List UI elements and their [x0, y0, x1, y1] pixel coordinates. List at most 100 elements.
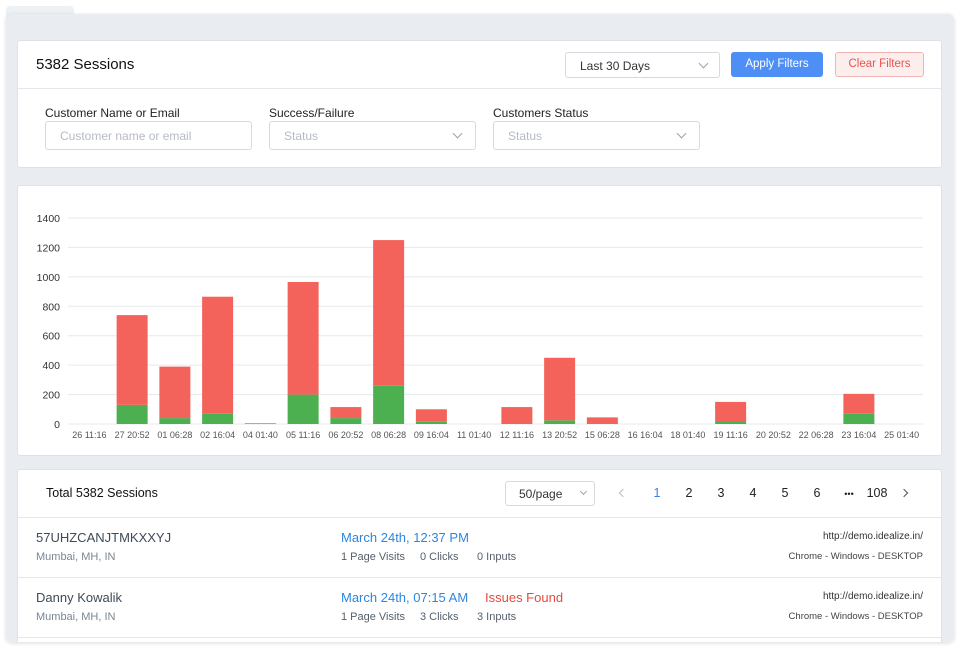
customer-field-label: Customer Name or Email: [45, 106, 180, 120]
session-date-link[interactable]: March 24th, 07:15 AM: [341, 590, 469, 605]
customer-status-label: Customers Status: [493, 106, 589, 120]
chart-bar: [159, 366, 191, 419]
x-tick-label: 16 16:04: [628, 430, 663, 440]
clear-filters-button[interactable]: Clear Filters: [835, 52, 924, 77]
page-6-button[interactable]: 6: [813, 486, 821, 500]
x-tick-label: 01 06:28: [157, 430, 192, 440]
next-page-icon[interactable]: [899, 488, 909, 498]
filters-card: 5382 Sessions Last 30 Days Apply Filters…: [17, 40, 942, 168]
chart-bar: [843, 393, 875, 414]
page-last-button[interactable]: 108: [866, 486, 888, 500]
chart-bar: [843, 413, 875, 424]
x-tick-label: 26 11:16: [72, 430, 106, 440]
apply-filters-button[interactable]: Apply Filters: [731, 52, 823, 77]
x-tick-label: 13 20:52: [542, 430, 577, 440]
y-tick-label: 600: [42, 331, 60, 343]
per-page-value: 50/page: [519, 487, 563, 501]
chart-bar: [501, 407, 533, 424]
chart-bar: [586, 417, 618, 424]
session-clicks: 0 Clicks: [420, 551, 459, 563]
chart-bar: [330, 407, 362, 419]
page-3-button[interactable]: 3: [717, 486, 725, 500]
chart-bar: [544, 420, 576, 424]
chevron-down-icon: [452, 128, 463, 139]
sessions-bar-chart: 0 200 400 600 800 1000 1200 1400 26 11:16 27 20:5…: [37, 213, 923, 440]
chart-bar: [116, 404, 148, 424]
chart-bar: [244, 423, 276, 424]
success-failure-label: Success/Failure: [269, 106, 355, 120]
customer-search-placeholder: Customer name or email: [60, 129, 192, 143]
chart-bar: [202, 296, 234, 414]
chart-bar: [373, 240, 405, 386]
chart-bar: [287, 394, 319, 424]
customer-status-select[interactable]: Status: [493, 121, 700, 150]
x-tick-label: 15 06:28: [585, 430, 620, 440]
session-customer-name: 57UHZCANJTMKXXYJ: [36, 530, 172, 545]
success-failure-select[interactable]: Status: [269, 121, 476, 150]
y-tick-label: 1000: [37, 272, 61, 284]
session-date-link[interactable]: March 24th, 12:37 PM: [341, 530, 469, 545]
x-tick-label: 27 20:52: [115, 430, 150, 440]
sessions-list-card: Total 5382 Sessions 50/page 1 2 3 4 5 6 …: [17, 469, 942, 642]
pagination: 1 2 3 4 5 6 ••• 108: [608, 470, 928, 518]
dashboard-frame: 5382 Sessions Last 30 Days Apply Filters…: [6, 14, 954, 642]
session-user-agent: Chrome - Windows - DESKTOP: [788, 611, 923, 622]
page-1-button[interactable]: 1: [653, 486, 661, 500]
x-tick-label: 05 11:16: [286, 430, 320, 440]
session-url: http://demo.idealize.in/: [822, 591, 923, 602]
chart-bar: [415, 409, 447, 422]
y-tick-label: 1400: [37, 213, 61, 225]
page-5-button[interactable]: 5: [781, 486, 789, 500]
per-page-select[interactable]: 50/page: [505, 481, 595, 506]
date-range-value: Last 30 Days: [580, 59, 651, 73]
chart-bar: [330, 418, 362, 424]
x-tick-label: 23 16:04: [841, 430, 876, 440]
issues-found-badge: Issues Found: [485, 590, 564, 605]
chevron-down-icon: [676, 128, 687, 139]
sessions-chart-card: 0 200 400 600 800 1000 1200 1400 26 11:16 27 20:5…: [17, 185, 942, 456]
x-tick-label: 12 11:16: [500, 430, 534, 440]
customer-search-input[interactable]: Customer name or email: [45, 121, 252, 150]
y-tick-label: 1200: [37, 242, 61, 254]
total-sessions-label: Total 5382 Sessions: [46, 486, 158, 500]
chevron-down-icon: [698, 58, 709, 69]
y-tick-label: 200: [42, 390, 60, 402]
session-inputs: 3 Inputs: [477, 611, 517, 623]
chart-bar: [287, 282, 319, 395]
session-page-visits: 1 Page Visits: [341, 551, 406, 563]
chart-bar: [373, 385, 405, 424]
session-inputs: 0 Inputs: [477, 551, 517, 563]
session-location: Mumbai, MH, IN: [36, 551, 116, 563]
x-tick-label: 09 16:04: [414, 430, 449, 440]
chart-bar: [715, 421, 747, 424]
y-tick-label: 0: [54, 419, 60, 431]
y-tick-label: 800: [42, 301, 60, 313]
success-failure-placeholder: Status: [284, 129, 319, 143]
filters-header: 5382 Sessions Last 30 Days Apply Filters…: [18, 41, 941, 89]
chart-bar: [159, 418, 191, 424]
x-tick-label: 20 20:52: [756, 430, 791, 440]
x-tick-label: 06 20:52: [328, 430, 363, 440]
x-tick-label: 18 01:40: [670, 430, 705, 440]
page-ellipsis[interactable]: •••: [844, 489, 854, 499]
session-location: Mumbai, MH, IN: [36, 611, 116, 623]
page-4-button[interactable]: 4: [749, 486, 757, 500]
chart-bar: [544, 357, 576, 421]
date-range-select[interactable]: Last 30 Days: [565, 52, 720, 78]
x-tick-label: 22 06:28: [799, 430, 834, 440]
session-url: http://demo.idealize.in/: [822, 531, 923, 542]
chart-bar: [202, 413, 234, 424]
session-row[interactable]: 57UHZCANJTMKXXYJ Mumbai, MH, IN March 24…: [18, 518, 941, 578]
prev-page-icon[interactable]: [618, 488, 628, 498]
session-user-agent: Chrome - Windows - DESKTOP: [788, 551, 923, 562]
x-tick-label: 04 01:40: [243, 430, 278, 440]
x-tick-label: 19 11:16: [713, 430, 747, 440]
x-tick-label: 08 06:28: [371, 430, 406, 440]
session-clicks: 3 Clicks: [420, 611, 459, 623]
session-page-visits: 1 Page Visits: [341, 611, 406, 623]
page-2-button[interactable]: 2: [685, 486, 693, 500]
sessions-count-title: 5382 Sessions: [36, 56, 135, 73]
session-row[interactable]: Danny Kowalik Mumbai, MH, IN March 24th,…: [18, 578, 941, 638]
session-customer-name: Danny Kowalik: [36, 590, 122, 605]
customer-status-placeholder: Status: [508, 129, 543, 143]
